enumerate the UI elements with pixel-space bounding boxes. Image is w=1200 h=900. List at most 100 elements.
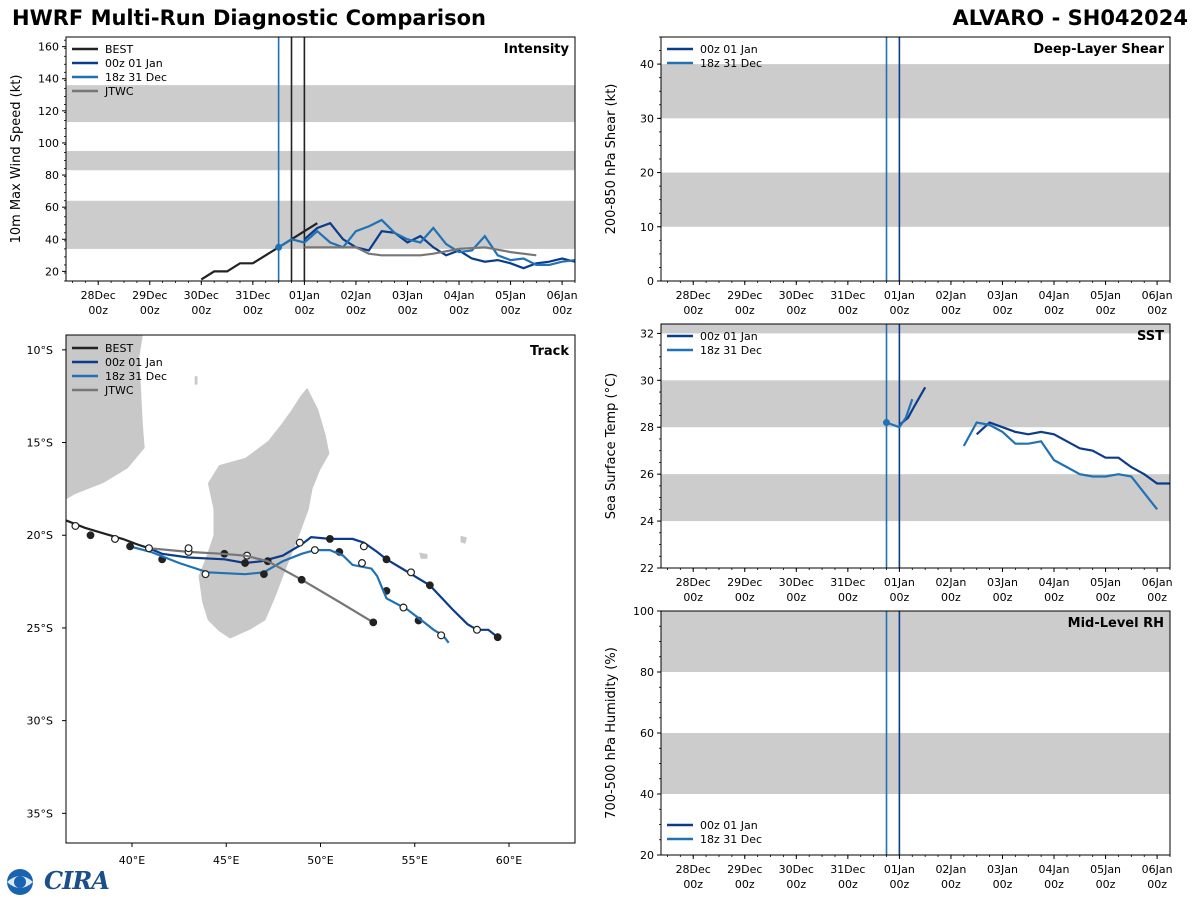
- shade-band: [661, 64, 1170, 119]
- x-tick-label: 03Jan: [392, 289, 423, 302]
- x-tick-label: 00z: [1044, 304, 1064, 317]
- x-tick-label: 04Jan: [1039, 863, 1070, 876]
- y-axis-label: 10m Max Wind Speed (kt): [9, 75, 24, 244]
- reunion-island: [417, 551, 429, 560]
- x-tick-label: 05Jan: [1090, 289, 1121, 302]
- series-line: [886, 398, 914, 429]
- cira-logo: CIRA: [4, 866, 116, 896]
- y-tick-label: 20: [640, 167, 654, 180]
- x-tick-label: 00z: [1096, 591, 1116, 604]
- y-tick-label: 80: [640, 666, 654, 679]
- panel-title: Deep-Layer Shear: [1033, 42, 1164, 57]
- x-tick-label: 00z: [683, 591, 703, 604]
- x-tick-label: 00z: [449, 304, 469, 317]
- x-tick-label: 00z: [735, 878, 755, 891]
- x-tick-label: 00z: [191, 304, 211, 317]
- series-line: [975, 421, 1170, 485]
- x-tick-label: 00z: [838, 304, 858, 317]
- x-tick-label: 00z: [1044, 591, 1064, 604]
- y-tick-label: 120: [38, 105, 59, 118]
- legend-label: BEST: [105, 342, 133, 355]
- plot-area: [661, 324, 1170, 568]
- legend-label: 18z 31 Dec: [700, 833, 762, 846]
- track-point-open: [472, 625, 481, 634]
- x-tick-label: 06Jan: [1142, 289, 1173, 302]
- legend-label: 00z 01 Jan: [700, 330, 758, 343]
- y-axis-label: 700-500 hPa Humidity (%): [604, 647, 619, 819]
- series-line: [200, 222, 318, 281]
- run-start-dot: [275, 243, 283, 251]
- shade-band: [66, 150, 575, 171]
- plot-frame: [660, 323, 1171, 569]
- track-point-filled: [326, 535, 334, 543]
- x-tick-label: 29Dec: [727, 289, 762, 302]
- lon-tick-label: 45°E: [213, 854, 239, 867]
- y-tick-label: 22: [640, 562, 654, 575]
- track-point-open: [406, 568, 415, 577]
- lat-tick-label: 15°S: [27, 437, 53, 450]
- x-tick-label: 02Jan: [935, 863, 966, 876]
- panel-shear: 0 10 20 30 40 28Dec 00z 29Dec 00z 30Dec 00z 31Dec 00…: [604, 36, 1173, 317]
- track-point-filled: [382, 555, 391, 564]
- x-tick-label: 00z: [88, 304, 108, 317]
- x-tick-label: 31Dec: [830, 863, 865, 876]
- track-point-filled: [126, 542, 134, 551]
- y-axis-label: Sea Surface Temp (°C): [604, 373, 619, 520]
- y-axis-label: 200-850 hPa Shear (kt): [604, 84, 619, 235]
- x-tick-label: 00z: [735, 591, 755, 604]
- plot-area: [661, 611, 1170, 855]
- y-tick-label: 160: [38, 41, 59, 54]
- x-tick-label: 06Jan: [547, 289, 578, 302]
- x-tick-label: 00z: [993, 304, 1013, 317]
- y-tick-label: 140: [38, 73, 59, 86]
- y-tick-label: 26: [640, 468, 654, 481]
- legend-label: JTWC: [104, 85, 134, 98]
- x-tick-label: 00z: [1096, 878, 1116, 891]
- lon-tick-label: 55°E: [402, 854, 428, 867]
- series-line: [304, 246, 537, 257]
- legend-label: 00z 01 Jan: [105, 57, 163, 70]
- x-tick-label: 03Jan: [987, 576, 1018, 589]
- track-point-open: [144, 544, 153, 553]
- lon-tick-label: 60°E: [496, 854, 522, 867]
- x-tick-label: 06Jan: [1142, 576, 1173, 589]
- x-tick-label: 28Dec: [676, 863, 711, 876]
- x-tick-label: 00z: [243, 304, 263, 317]
- lat-tick-label: 35°S: [27, 807, 53, 820]
- panel-title: Intensity: [504, 42, 570, 57]
- panel-track: 40°E 45°E 50°E 55°E 60°E 10°S 15°S 20°S 25°S 30°S…: [27, 334, 576, 867]
- x-tick-label: 29Dec: [727, 576, 762, 589]
- x-tick-label: 00z: [941, 878, 961, 891]
- x-tick-label: 00z: [786, 878, 806, 891]
- x-tick-label: 05Jan: [1090, 863, 1121, 876]
- x-tick-label: 00z: [838, 878, 858, 891]
- x-tick-label: 00z: [683, 878, 703, 891]
- x-tick-label: 00z: [1147, 878, 1167, 891]
- x-tick-label: 02Jan: [935, 576, 966, 589]
- track-point-open: [111, 534, 120, 543]
- x-tick-label: 00z: [941, 591, 961, 604]
- x-tick-label: 30Dec: [779, 863, 814, 876]
- x-tick-label: 06Jan: [1142, 863, 1173, 876]
- track-point-filled: [369, 618, 378, 627]
- x-tick-label: 00z: [890, 591, 910, 604]
- y-tick-label: 20: [640, 849, 654, 862]
- legend-label: 18z 31 Dec: [105, 71, 167, 84]
- x-tick-label: 04Jan: [444, 289, 475, 302]
- y-tick-label: 60: [640, 727, 654, 740]
- x-tick-label: 00z: [786, 304, 806, 317]
- legend-label: 18z 31 Dec: [105, 370, 167, 383]
- x-tick-label: 00z: [346, 304, 366, 317]
- x-tick-label: 02Jan: [340, 289, 371, 302]
- x-tick-label: 01Jan: [289, 289, 320, 302]
- x-tick-label: 00z: [552, 304, 572, 317]
- track-point-filled: [260, 570, 268, 579]
- x-tick-label: 31Dec: [830, 576, 865, 589]
- x-tick-label: 28Dec: [676, 576, 711, 589]
- x-tick-label: 31Dec: [830, 289, 865, 302]
- plot-area: [661, 37, 1170, 281]
- x-tick-label: 00z: [398, 304, 418, 317]
- panel-title: SST: [1137, 329, 1164, 344]
- run-start-dot: [883, 419, 891, 427]
- x-tick-label: 00z: [941, 304, 961, 317]
